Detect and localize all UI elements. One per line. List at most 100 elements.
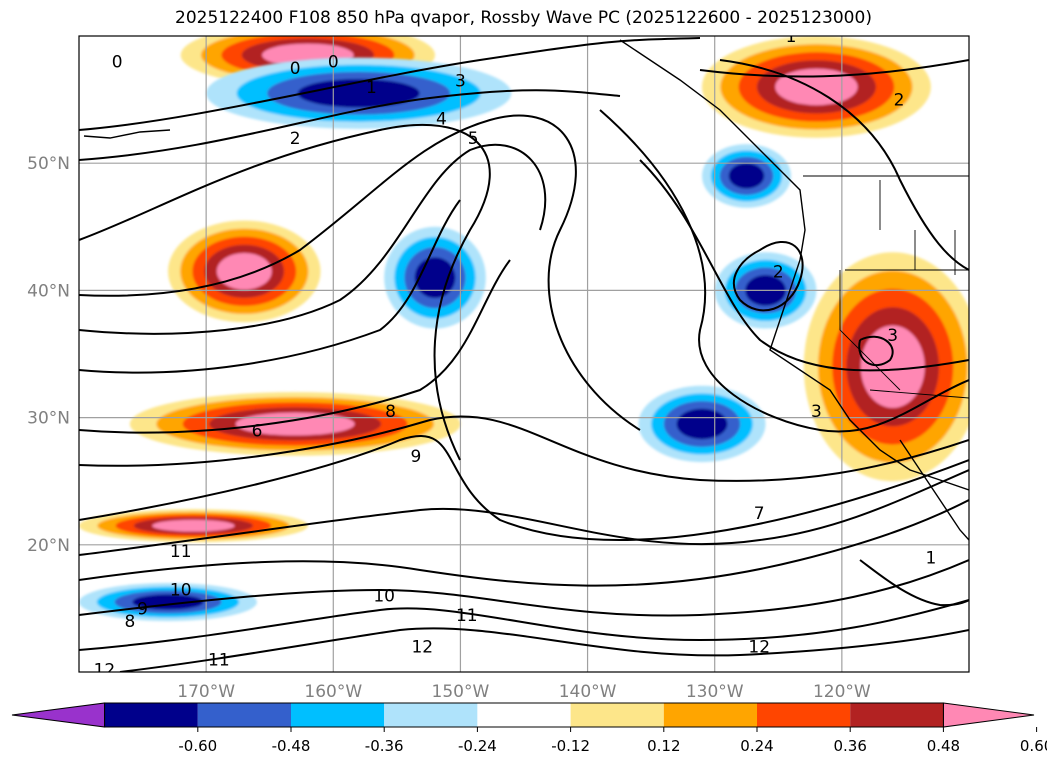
colorbar-segment	[384, 703, 478, 727]
contour-label: 1	[786, 27, 797, 47]
coastline-path	[899, 439, 969, 541]
fill-level	[414, 257, 456, 299]
contour-line	[79, 469, 969, 556]
fill-level	[235, 412, 355, 436]
fill-level	[775, 68, 858, 106]
longitude-label: 150°W	[432, 682, 490, 702]
colorbar-segment	[570, 703, 664, 727]
colorbar-segment	[197, 703, 291, 727]
anomaly-fills	[79, 36, 969, 622]
colorbar-segment	[663, 703, 757, 727]
contour-line	[858, 335, 894, 367]
latitude-label: 50°N	[27, 154, 70, 174]
contour-line	[733, 240, 804, 312]
contour-label: 0	[328, 52, 339, 72]
longitude-label: 130°W	[686, 682, 744, 702]
contour-label: 5	[468, 129, 479, 149]
contour-line	[699, 59, 969, 78]
contour-label: 3	[811, 402, 822, 422]
contour-label: 2	[290, 129, 301, 149]
colorbar-tick-label: 0.48	[927, 737, 960, 755]
coastline	[83, 39, 969, 541]
contour-label: 1	[925, 549, 936, 569]
contour-line	[719, 59, 969, 271]
fill-region-subtropical-positive-band	[129, 392, 461, 456]
contour-label: 8	[385, 402, 396, 422]
longitude-label: 160°W	[304, 682, 362, 702]
contour-label: 10	[170, 580, 192, 600]
streamfunction-contours	[79, 37, 969, 672]
longitude-labels: 170°W 160°W 150°W 140°W 130°W 120°W	[177, 682, 871, 702]
colorbar-tick-label: -0.12	[551, 737, 590, 755]
contour-label: 9	[411, 447, 422, 467]
colorbar-segment	[850, 703, 944, 727]
contour-label: 12	[748, 638, 770, 658]
contour-line	[79, 435, 969, 541]
figure-title: 2025122400 F108 850 hPa qvapor, Rossby W…	[175, 8, 872, 28]
contour-label: 6	[252, 421, 263, 441]
fill-region-midpacific-positive	[168, 220, 321, 323]
fill-region-east-negative-a	[702, 144, 791, 208]
contour-line	[599, 109, 969, 433]
contour-label: 4	[436, 110, 447, 130]
contour-label: 3	[887, 326, 898, 346]
contour-label: 12	[94, 660, 116, 680]
contour-line	[79, 89, 621, 161]
contour-line	[79, 259, 511, 434]
latitude-label: 30°N	[27, 409, 70, 429]
contour-line	[79, 199, 461, 374]
fill-level	[728, 163, 765, 189]
colorbar-tick-label: 0.12	[647, 737, 680, 755]
colorbar-tick-label: 0.36	[833, 737, 866, 755]
contour-line	[79, 559, 969, 617]
colorbar-tick-label: -0.36	[365, 737, 404, 755]
contour-label: 9	[137, 599, 148, 619]
colorbar-segment	[477, 703, 571, 727]
contour-line	[79, 123, 491, 461]
latitude-label: 20°N	[27, 536, 70, 556]
contour-label: 2	[773, 262, 784, 282]
border-line	[869, 389, 969, 399]
fill-region-tropical-negative-band	[79, 582, 257, 622]
contour-label: 0	[290, 59, 301, 79]
fill-level	[152, 519, 235, 532]
colorbar-tick-label: -0.24	[458, 737, 497, 755]
longitude-label: 120°W	[813, 682, 871, 702]
contour-line	[79, 499, 969, 587]
contour-label: 0	[112, 52, 123, 72]
contour-label: 8	[124, 612, 135, 632]
contour-line	[79, 415, 969, 482]
contour-label: 10	[373, 587, 395, 607]
contour-label: 2	[894, 91, 905, 111]
colorbar-tick-label: -0.48	[272, 737, 311, 755]
contour-label: 11	[208, 650, 230, 670]
graticule	[79, 36, 969, 672]
fill-region-central-negative	[384, 226, 486, 329]
colorbar-segment	[104, 703, 198, 727]
political-borders	[803, 175, 969, 399]
border-line	[839, 270, 901, 391]
contour-line	[119, 627, 969, 672]
coastline-path	[83, 129, 171, 139]
contour-label: 3	[455, 72, 466, 92]
contour-label: 11	[456, 606, 478, 626]
fill-region-coastal-positive-north	[702, 36, 931, 138]
fill-level	[860, 325, 925, 408]
contour-line	[79, 37, 701, 131]
latitude-labels: 50°N 40°N 30°N 20°N	[27, 154, 70, 556]
colorbar-segment	[757, 703, 851, 727]
contour-line	[79, 114, 641, 431]
colorbar: -0.60 -0.48 -0.36 -0.24 -0.12 0.12 0.24 0.36 0.4…	[11, 702, 1047, 755]
contour-label: 1	[366, 78, 377, 98]
longitude-label: 170°W	[177, 682, 235, 702]
fill-level	[216, 253, 272, 290]
fill-region-dipole-north-negative	[206, 57, 512, 129]
contour-label: 7	[754, 504, 765, 524]
fill-level	[676, 408, 728, 440]
latitude-label: 40°N	[27, 281, 70, 301]
longitude-label: 140°W	[559, 682, 617, 702]
contour-label: 12	[411, 638, 433, 658]
coastline-path	[619, 39, 969, 491]
